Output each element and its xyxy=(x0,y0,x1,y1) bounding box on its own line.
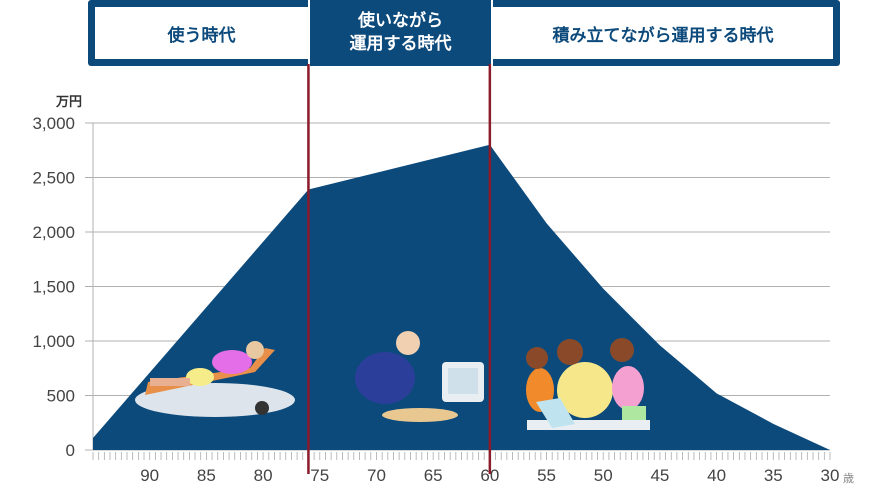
x-tick-label: 60 xyxy=(480,466,499,485)
head xyxy=(557,339,583,365)
senior-at-computer-icon xyxy=(355,331,484,422)
head xyxy=(610,338,634,362)
phase-spending: 使う時代 xyxy=(95,7,308,59)
x-tick-label: 55 xyxy=(537,466,556,485)
head xyxy=(246,341,264,359)
retiree-relaxing-icon xyxy=(135,341,295,417)
x-tick-label: 65 xyxy=(424,466,443,485)
box xyxy=(622,406,646,420)
y-tick-label: 1,500 xyxy=(32,278,75,297)
x-tick-label: 75 xyxy=(310,466,329,485)
child-right xyxy=(612,366,644,410)
shadow xyxy=(135,383,295,417)
legs xyxy=(150,378,190,386)
father xyxy=(557,362,613,418)
desk xyxy=(382,408,458,422)
phase-mid-line2: 運用する時代 xyxy=(349,34,452,54)
x-tick-label: 30 xyxy=(821,466,840,485)
family-reading-icon xyxy=(526,338,650,430)
x-tick-label: 35 xyxy=(764,466,783,485)
shirt xyxy=(212,350,252,374)
wheel xyxy=(255,401,269,415)
shorts xyxy=(186,368,214,386)
x-axis-unit: 歳 xyxy=(843,472,854,485)
x-tick-label: 50 xyxy=(594,466,613,485)
area-series xyxy=(93,144,830,451)
book xyxy=(536,398,575,428)
x-tick-label: 85 xyxy=(197,466,216,485)
phase-header: 使う時代 使いながら 運用する時代 積み立てながら運用する時代 xyxy=(88,0,840,66)
x-tick-label: 40 xyxy=(707,466,726,485)
y-tick-label: 0 xyxy=(66,441,75,460)
y-tick-label: 2,500 xyxy=(32,169,75,188)
table xyxy=(527,420,650,430)
x-tick-label: 70 xyxy=(367,466,386,485)
y-axis-unit: 万円 xyxy=(55,95,82,110)
jacket xyxy=(355,352,415,404)
y-tick-label: 1,000 xyxy=(32,332,75,351)
x-tick-label: 80 xyxy=(254,466,273,485)
head xyxy=(396,331,420,355)
x-tick-label: 45 xyxy=(650,466,669,485)
y-tick-label: 3,000 xyxy=(32,114,75,133)
y-tick-label: 500 xyxy=(47,387,75,406)
phase-mid-line1: 使いながら xyxy=(358,11,443,31)
x-tick-label: 90 xyxy=(140,466,159,485)
phase-spending-investing: 使いながら 運用する時代 xyxy=(308,0,493,66)
y-tick-label: 2,000 xyxy=(32,223,75,242)
screen xyxy=(448,368,478,394)
phase-saving-investing: 積み立てながら運用する時代 xyxy=(493,7,833,59)
head xyxy=(526,347,548,369)
